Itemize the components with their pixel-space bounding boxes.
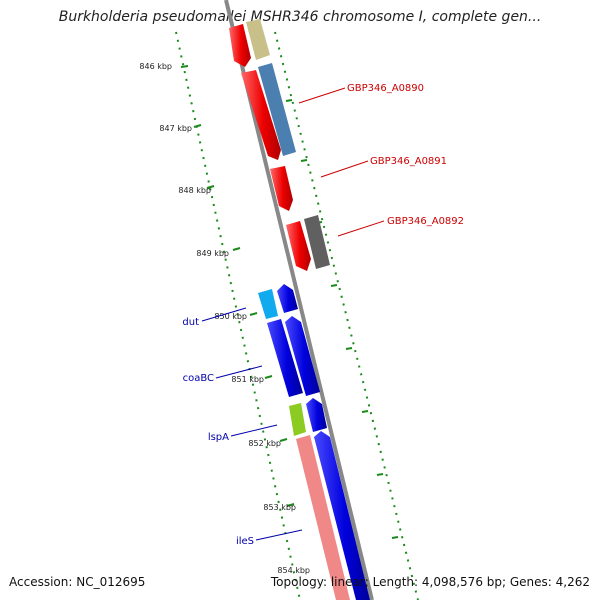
gene-label-gbp346-a0892[interactable]: GBP346_A0892 — [387, 216, 464, 227]
tick-label-852: 852 kbp — [248, 439, 281, 448]
gene-feature-olive-1 — [246, 19, 270, 60]
tick-label-849: 849 kbp — [196, 249, 229, 258]
gene-label-connectors — [201, 87, 385, 541]
tick-label-850: 850 kbp — [214, 312, 247, 321]
genome-summary-text: Topology: linear; Length: 4,098,576 bp; … — [270, 575, 590, 589]
gene-feature-cyan-1 — [258, 289, 278, 319]
gene-feature-blue-4 — [306, 398, 327, 432]
map-title: Burkholderia pseudomallei MSHR346 chromo… — [58, 9, 542, 25]
tick-label-848: 848 kbp — [178, 186, 211, 195]
tick-label-853: 853 kbp — [263, 503, 296, 512]
gene-feature-green-1 — [289, 403, 306, 436]
gene-label-coabc[interactable]: coaBC — [183, 373, 214, 384]
gene-label-gbp346-a0891[interactable]: GBP346_A0891 — [370, 156, 447, 167]
gene-label-gbp346-a0890[interactable]: GBP346_A0890 — [347, 83, 424, 94]
tick-label-846: 846 kbp — [139, 62, 172, 71]
gene-feature-blue-3 — [285, 316, 320, 396]
gene-label-iles[interactable]: ileS — [236, 536, 254, 547]
tick-label-851: 851 kbp — [231, 375, 264, 384]
tick-label-847: 847 kbp — [159, 124, 192, 133]
left-major-ticks — [180, 65, 295, 507]
gene-feature-red-1 — [229, 24, 251, 67]
gene-feature-blue-1 — [267, 319, 303, 397]
gene-feature-gray-1 — [304, 215, 330, 269]
gene-feature-blue-2 — [277, 284, 298, 313]
gene-feature-red-3 — [270, 166, 293, 211]
gene-feature-red-4 — [286, 221, 311, 271]
gene-feature-salmon-1 — [296, 435, 350, 600]
accession-text: Accession: NC_012695 — [9, 575, 146, 589]
gene-label-lspa[interactable]: lspA — [208, 432, 229, 443]
right-tick-rail — [274, 31, 419, 600]
gene-feature-blue-5 — [314, 431, 370, 600]
gene-feature-steel-1 — [258, 63, 296, 156]
gene-feature-red-2 — [241, 70, 281, 160]
tick-label-854: 854 kbp — [277, 566, 310, 575]
gene-label-dut[interactable]: dut — [182, 317, 199, 328]
